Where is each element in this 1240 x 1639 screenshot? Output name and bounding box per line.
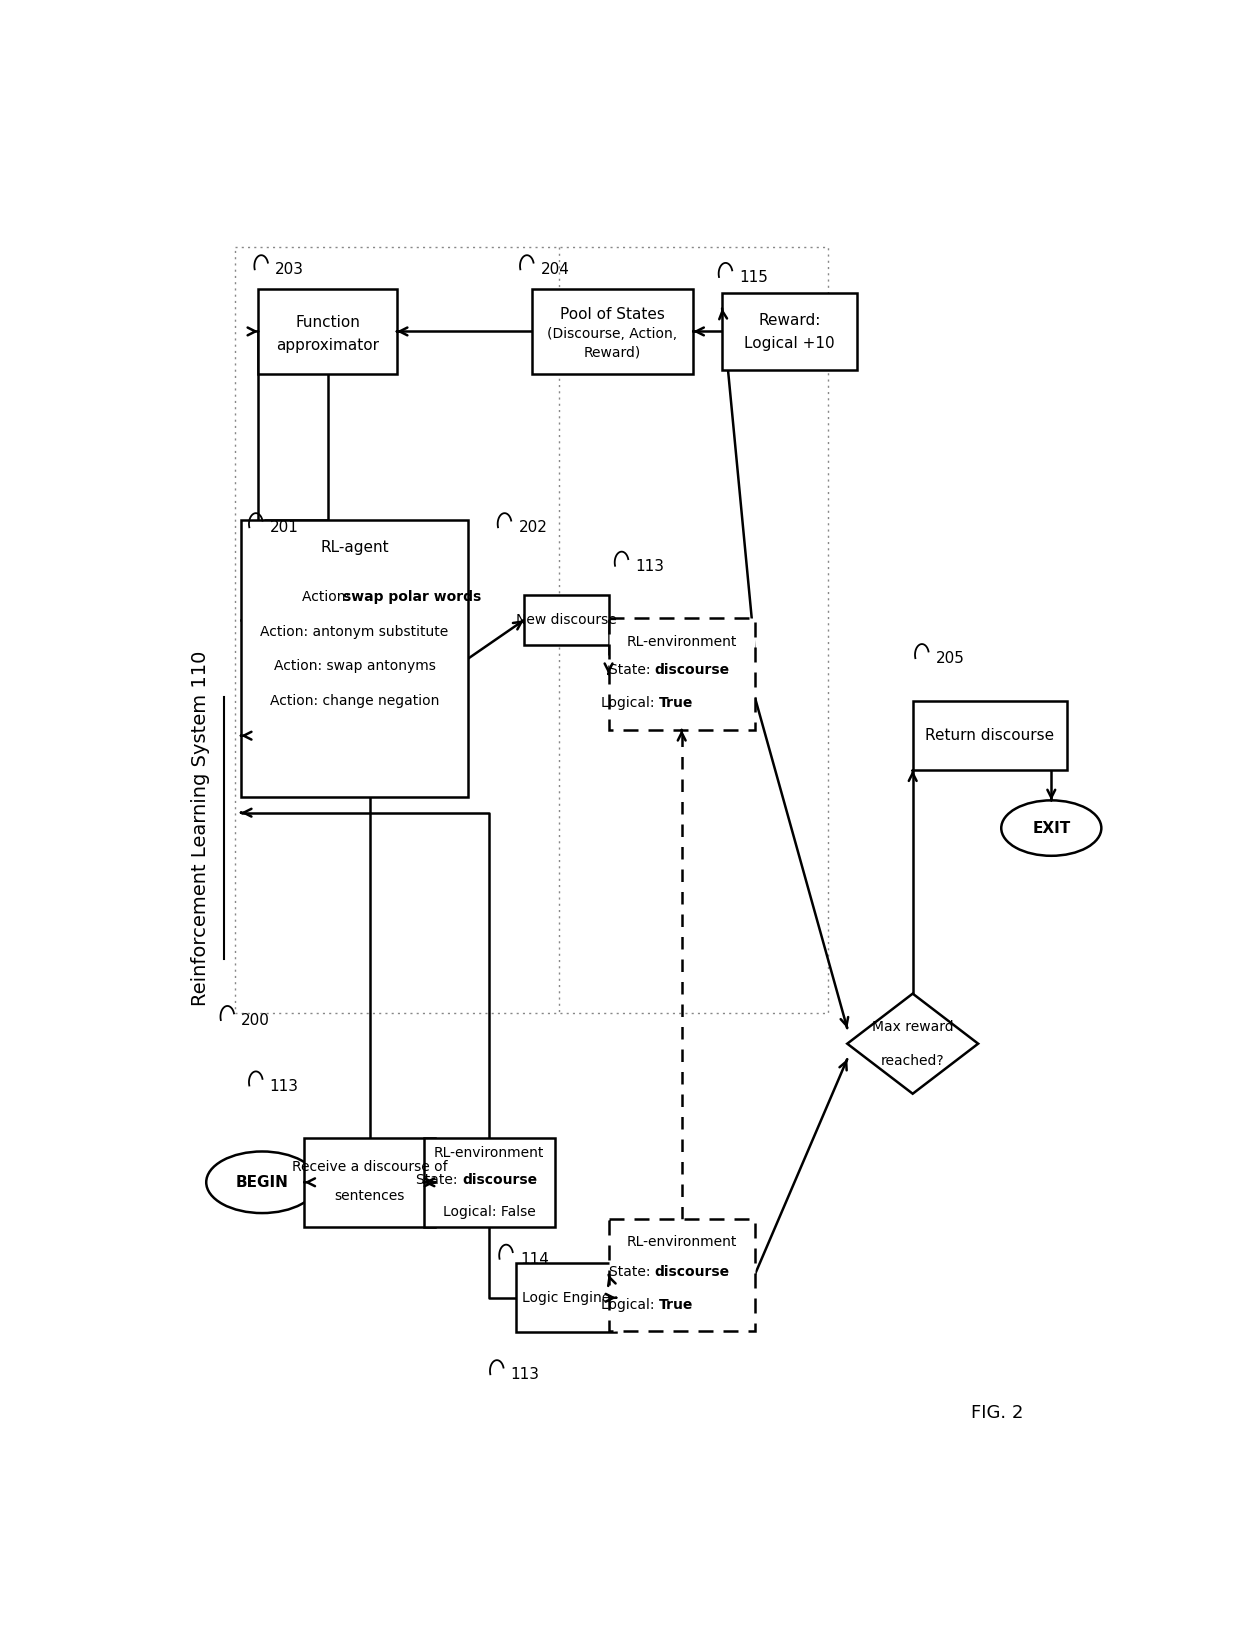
Text: RL-environment: RL-environment [626, 634, 737, 649]
Text: discourse: discourse [655, 664, 730, 677]
Text: RL-environment: RL-environment [626, 1236, 737, 1249]
Text: Logic Engine: Logic Engine [522, 1292, 610, 1305]
Bar [304, 1137, 435, 1226]
Text: Reward:: Reward: [759, 313, 821, 328]
Polygon shape [847, 993, 978, 1093]
Text: Max reward: Max reward [872, 1019, 954, 1034]
Text: Reward): Reward) [584, 346, 641, 361]
Text: discourse: discourse [655, 1265, 730, 1280]
Text: Logical: False: Logical: False [443, 1205, 536, 1218]
Text: Logical:: Logical: [600, 697, 658, 710]
Bar [523, 595, 609, 646]
Text: FIG. 2: FIG. 2 [971, 1405, 1023, 1423]
Bar [722, 293, 857, 370]
Text: RL-agent: RL-agent [320, 539, 389, 554]
Bar [609, 1219, 755, 1331]
Text: 204: 204 [541, 262, 569, 277]
Text: Function: Function [295, 315, 360, 329]
Text: swap polar words: swap polar words [342, 590, 481, 605]
Ellipse shape [1001, 800, 1101, 856]
Text: Logical +10: Logical +10 [744, 336, 835, 351]
Bar [532, 288, 693, 374]
Text: (Discourse, Action,: (Discourse, Action, [547, 326, 677, 341]
Text: 114: 114 [520, 1252, 549, 1267]
Text: Return discourse: Return discourse [925, 728, 1054, 742]
Text: Logical:: Logical: [600, 1298, 658, 1313]
Text: State:: State: [609, 664, 655, 677]
Text: 203: 203 [275, 262, 304, 277]
Text: 115: 115 [739, 270, 769, 285]
Text: sentences: sentences [335, 1190, 405, 1203]
Bar [516, 1264, 616, 1333]
Text: Action:: Action: [303, 590, 355, 605]
Text: True: True [658, 1298, 693, 1313]
Text: Action: change negation: Action: change negation [270, 693, 439, 708]
Bar [258, 288, 397, 374]
Text: 205: 205 [936, 651, 965, 665]
Bar [236, 247, 828, 1013]
Text: 113: 113 [635, 559, 665, 574]
Text: State:: State: [417, 1174, 463, 1187]
Text: 200: 200 [242, 1013, 270, 1028]
Text: EXIT: EXIT [1032, 821, 1070, 836]
Text: discourse: discourse [463, 1174, 537, 1187]
Text: 202: 202 [518, 520, 547, 536]
Bar [424, 1137, 554, 1226]
Text: BEGIN: BEGIN [236, 1175, 289, 1190]
Text: State:: State: [609, 1265, 655, 1280]
Text: Receive a discourse of: Receive a discourse of [293, 1160, 448, 1174]
Bar [913, 701, 1066, 770]
Ellipse shape [206, 1152, 317, 1213]
Text: Action: antonym substitute: Action: antonym substitute [260, 624, 449, 639]
Bar [609, 618, 755, 729]
Text: Pool of States: Pool of States [560, 306, 665, 321]
Text: True: True [658, 697, 693, 710]
Text: Action: swap antonyms: Action: swap antonyms [274, 659, 435, 674]
Text: Reinforcement Learning System 110: Reinforcement Learning System 110 [191, 651, 210, 1006]
Bar [241, 520, 467, 797]
Text: RL-environment: RL-environment [434, 1146, 544, 1160]
Text: reached?: reached? [880, 1054, 945, 1067]
Text: approximator: approximator [277, 338, 379, 352]
Text: 113: 113 [511, 1367, 539, 1382]
Text: New discourse: New discourse [516, 613, 616, 628]
Text: 113: 113 [270, 1078, 299, 1093]
Text: 201: 201 [270, 520, 299, 536]
